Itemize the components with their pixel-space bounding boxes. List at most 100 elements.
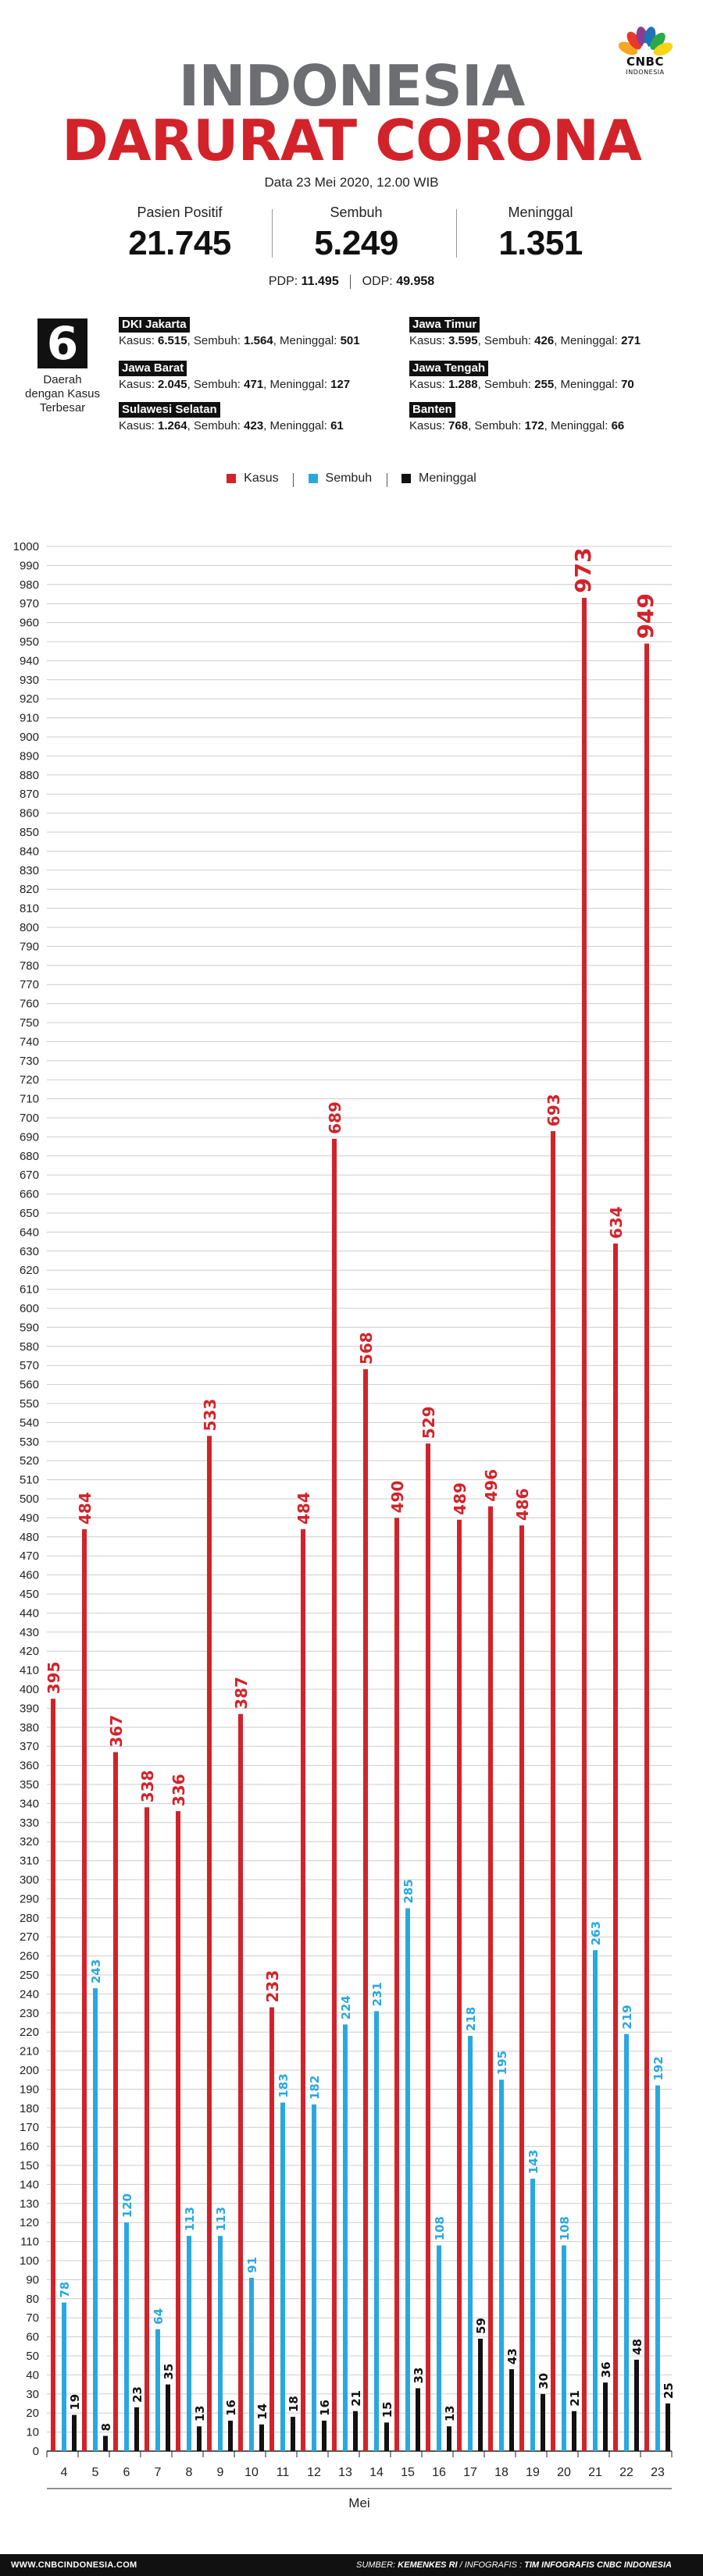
y-tick-label: 320 xyxy=(20,1835,39,1848)
kasus-label: Kasus: xyxy=(409,378,445,391)
region-stats: Kasus: 6.515, Sembuh: 1.564, Meninggal: … xyxy=(119,334,360,347)
y-tick-label: 280 xyxy=(20,1912,39,1925)
data-label-kasus: 689 xyxy=(326,1101,344,1134)
y-tick-label: 160 xyxy=(20,2140,39,2154)
infografis-value: TIM INFOGRAFIS CNBC INDONESIA xyxy=(524,2560,672,2570)
bar-sembuh xyxy=(499,2080,504,2451)
y-tick-label: 890 xyxy=(20,749,39,763)
x-tick-label: 18 xyxy=(494,2466,509,2479)
x-tick-label: 7 xyxy=(155,2466,162,2479)
y-tick-label: 90 xyxy=(26,2273,39,2286)
stat-value: 21.745 xyxy=(128,224,231,262)
y-tick-label: 660 xyxy=(20,1188,39,1201)
y-tick-label: 860 xyxy=(20,807,39,820)
data-label-meninggal: 16 xyxy=(224,2400,238,2416)
y-tick-label: 300 xyxy=(20,1873,39,1887)
x-tick-label: 15 xyxy=(401,2466,415,2479)
legend-label: Kasus xyxy=(244,471,279,485)
data-label-sembuh: 219 xyxy=(620,2005,634,2029)
legend-swatch xyxy=(308,474,318,483)
x-tick-label: 17 xyxy=(463,2466,477,2479)
legend-label: Meninggal xyxy=(419,471,476,485)
y-tick-label: 490 xyxy=(20,1511,39,1525)
y-tick-label: 920 xyxy=(20,692,39,706)
x-tick-label: 11 xyxy=(277,2466,290,2479)
y-tick-label: 20 xyxy=(26,2407,39,2420)
y-tick-label: 800 xyxy=(20,921,39,934)
bar-kasus xyxy=(113,1752,118,2451)
y-tick-label: 970 xyxy=(20,597,39,610)
meninggal-label: Meninggal: xyxy=(560,378,618,391)
y-tick-label: 440 xyxy=(20,1606,39,1620)
bar-sembuh xyxy=(437,2245,441,2451)
legend-item-sembuh: Sembuh xyxy=(308,471,372,486)
y-tick-label: 530 xyxy=(20,1436,39,1449)
bar-kasus xyxy=(613,1244,618,2451)
legend-swatch xyxy=(227,474,237,483)
data-label-sembuh: 183 xyxy=(277,2073,291,2097)
y-tick-label: 410 xyxy=(20,1664,39,1678)
y-tick-label: 910 xyxy=(20,712,39,725)
x-tick-label: 13 xyxy=(338,2466,352,2479)
region-stats: Kasus: 768, Sembuh: 172, Meninggal: 66 xyxy=(409,419,625,432)
bar-meninggal xyxy=(478,2339,483,2451)
data-label-sembuh: 91 xyxy=(245,2257,259,2273)
kasus-value: 1.264 xyxy=(158,419,187,432)
data-label-meninggal: 30 xyxy=(537,2373,551,2389)
bar-meninggal xyxy=(166,2384,170,2451)
bar-meninggal xyxy=(228,2420,233,2451)
y-tick-label: 750 xyxy=(20,1016,39,1030)
source-label: SUMBER: xyxy=(355,2560,396,2570)
data-label-kasus: 634 xyxy=(607,1206,626,1239)
y-tick-label: 80 xyxy=(26,2293,39,2306)
bar-sembuh xyxy=(93,1988,98,2451)
y-tick-label: 730 xyxy=(20,1055,39,1068)
stat-sembuh: Sembuh 5.249 xyxy=(262,205,450,263)
data-label-sembuh: 231 xyxy=(370,1982,384,2006)
meninggal-value: 66 xyxy=(611,419,625,432)
y-tick-label: 850 xyxy=(20,826,39,839)
meninggal-label: Meninggal: xyxy=(269,378,327,391)
y-tick-label: 870 xyxy=(20,788,39,801)
data-label-meninggal: 33 xyxy=(412,2368,426,2384)
y-tick-label: 690 xyxy=(20,1130,39,1144)
sembuh-label: Sembuh: xyxy=(484,334,531,347)
bar-sembuh xyxy=(624,2033,629,2451)
y-tick-label: 330 xyxy=(20,1816,39,1830)
y-tick-label: 600 xyxy=(20,1302,39,1315)
stat-divider xyxy=(456,209,457,258)
bar-kasus xyxy=(551,1131,555,2451)
data-label-meninggal: 8 xyxy=(99,2423,113,2431)
x-tick-label: 16 xyxy=(432,2466,446,2479)
bar-kasus xyxy=(82,1529,87,2451)
footer-website: WWW.CNBCINDONESIA.COM xyxy=(11,2560,137,2570)
bar-kasus xyxy=(644,643,649,2452)
y-tick-label: 60 xyxy=(26,2331,39,2344)
bar-sembuh xyxy=(468,2036,473,2451)
y-tick-label: 630 xyxy=(20,1245,39,1258)
x-tick-label: 20 xyxy=(557,2466,571,2479)
stat-value: 5.249 xyxy=(314,224,398,262)
meninggal-value: 70 xyxy=(621,378,634,391)
data-label-kasus: 973 xyxy=(570,547,596,592)
region-count-badge: 6 xyxy=(37,318,87,368)
y-tick-label: 0 xyxy=(33,2445,39,2458)
y-tick-label: 380 xyxy=(20,1721,39,1735)
bar-kasus xyxy=(582,597,587,2452)
y-tick-label: 350 xyxy=(20,1778,39,1791)
y-tick-label: 50 xyxy=(26,2350,39,2363)
region-item: Banten Kasus: 768, Sembuh: 172, Meninggal… xyxy=(409,402,703,432)
pdp-label: PDP: xyxy=(268,275,298,289)
bar-meninggal xyxy=(603,2382,608,2451)
data-label-kasus: 338 xyxy=(138,1770,157,1803)
pdp-odp-line: PDP: 11.495 ODP: 49.958 xyxy=(0,275,703,289)
sembuh-value: 172 xyxy=(524,419,544,432)
y-tick-label: 710 xyxy=(20,1093,39,1106)
sembuh-value: 423 xyxy=(244,419,264,432)
bar-meninggal xyxy=(634,2359,639,2451)
data-label-kasus: 395 xyxy=(45,1661,63,1694)
region-stats: Kasus: 1.264, Sembuh: 423, Meninggal: 61 xyxy=(119,419,344,432)
meninggal-label: Meninggal: xyxy=(280,334,337,347)
data-label-sembuh: 243 xyxy=(89,1959,103,1984)
bar-meninggal xyxy=(572,2411,576,2451)
